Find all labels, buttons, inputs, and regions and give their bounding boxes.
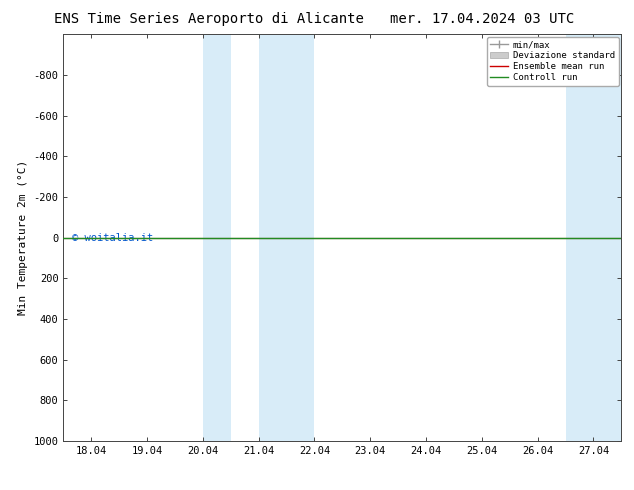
- Bar: [566, 34, 593, 441]
- Bar: [593, 34, 621, 441]
- Legend: min/max, Deviazione standard, Ensemble mean run, Controll run: min/max, Deviazione standard, Ensemble m…: [487, 37, 619, 86]
- Bar: [203, 34, 231, 441]
- Bar: [259, 34, 314, 441]
- Y-axis label: Min Temperature 2m (°C): Min Temperature 2m (°C): [18, 160, 28, 315]
- Text: © woitalia.it: © woitalia.it: [72, 233, 153, 243]
- Text: ENS Time Series Aeroporto di Alicante: ENS Time Series Aeroporto di Alicante: [55, 12, 364, 26]
- Text: mer. 17.04.2024 03 UTC: mer. 17.04.2024 03 UTC: [390, 12, 574, 26]
